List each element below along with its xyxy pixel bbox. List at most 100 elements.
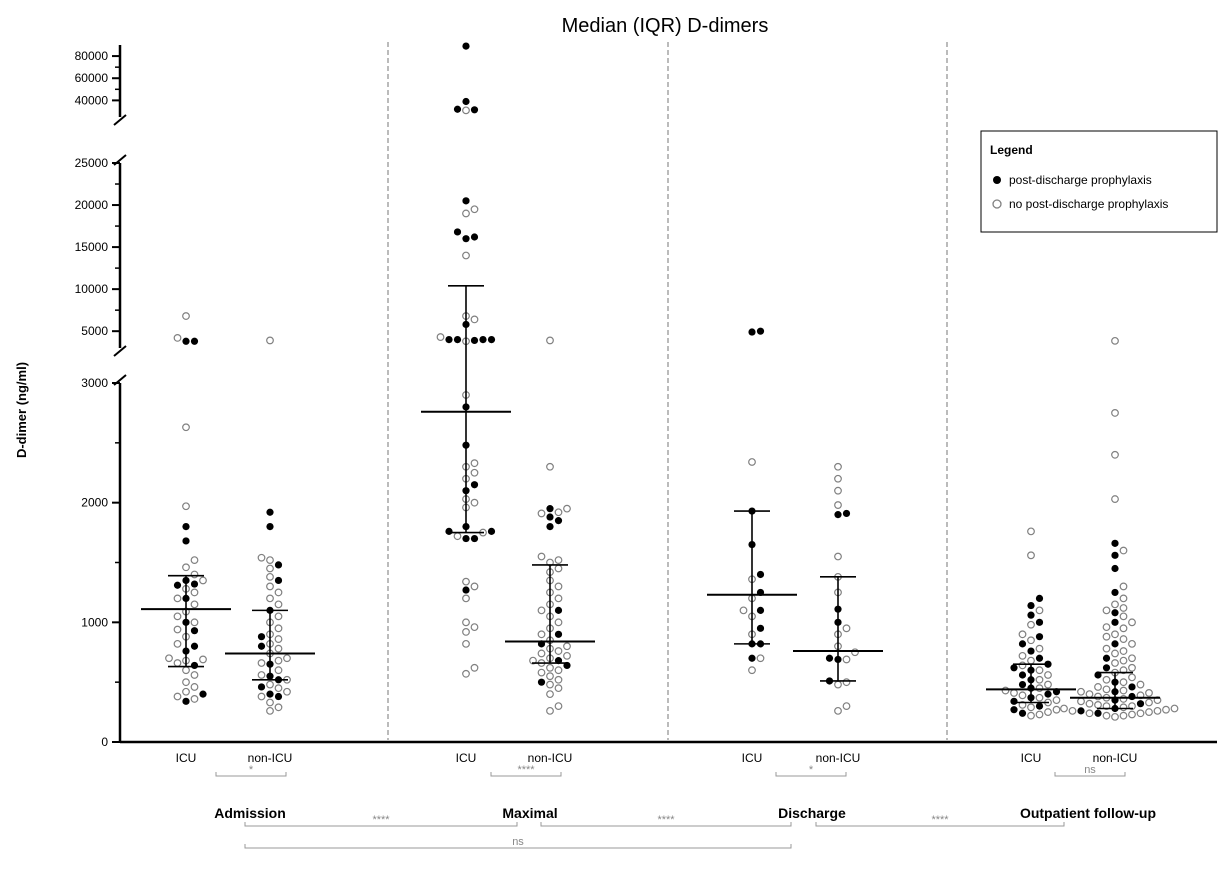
point-filled <box>182 537 190 545</box>
point-filled <box>546 523 554 531</box>
significance-label: * <box>249 764 254 776</box>
point-open <box>266 572 274 581</box>
y-tick-label: 10000 <box>75 282 109 296</box>
point-open <box>1119 612 1128 621</box>
point-open <box>257 659 266 667</box>
point-open <box>1145 689 1153 697</box>
point-open <box>1044 680 1052 689</box>
legend-open-marker <box>992 199 1002 209</box>
point-filled <box>834 511 842 519</box>
point-open <box>462 628 470 636</box>
point-filled <box>756 606 765 614</box>
point-open <box>173 639 182 648</box>
point-filled <box>1111 564 1119 573</box>
point-open <box>563 642 571 651</box>
point-open <box>834 486 842 495</box>
point-open <box>173 612 182 621</box>
point-filled <box>1010 706 1018 714</box>
point-filled <box>1010 664 1018 672</box>
point-open <box>190 618 199 627</box>
point-filled <box>842 509 851 518</box>
point-filled <box>1044 690 1052 698</box>
point-filled <box>748 328 756 336</box>
point-open <box>462 209 470 218</box>
x-category-label: non-ICU <box>816 751 861 765</box>
point-open <box>1119 686 1128 695</box>
point-filled <box>554 630 563 638</box>
point-filled <box>1018 680 1027 689</box>
chart-title: Median (IQR) D-dimers <box>562 15 769 37</box>
point-open <box>1035 684 1044 693</box>
point-filled <box>462 534 470 543</box>
x-axis-labels: ICU non-ICU Admission ICU non-ICU Maximal ICU n… <box>176 751 1156 821</box>
point-open <box>1044 708 1052 716</box>
point-open <box>546 462 554 471</box>
point-open <box>1094 701 1102 709</box>
point-open <box>834 680 842 689</box>
point-filled <box>257 683 266 691</box>
point-filled <box>1102 654 1111 662</box>
point-open <box>1010 689 1018 697</box>
point-open <box>453 532 462 541</box>
legend-entry-filled: post-discharge prophylaxis <box>1009 173 1152 187</box>
legend-filled-marker <box>993 176 1001 184</box>
significance-bracket <box>775 772 847 777</box>
point-open <box>462 639 470 648</box>
point-open <box>842 702 851 710</box>
point-open <box>283 654 291 663</box>
point-open <box>190 556 199 565</box>
point-filled <box>274 692 283 701</box>
y-tick-label: 40000 <box>75 93 109 107</box>
point-open <box>851 648 859 657</box>
point-open <box>1162 705 1170 714</box>
point-open <box>1027 551 1035 560</box>
point-open <box>1145 698 1153 707</box>
point-open <box>546 672 554 681</box>
point-filled <box>453 335 462 344</box>
point-filled <box>462 97 470 106</box>
point-open <box>1102 606 1111 615</box>
point-open <box>266 556 274 565</box>
point-open <box>1119 695 1128 703</box>
point-open <box>554 647 563 655</box>
point-open <box>537 630 546 639</box>
point-open <box>1027 527 1035 536</box>
point-open <box>1153 706 1162 715</box>
point-open <box>1119 647 1128 655</box>
point-filled <box>453 105 462 113</box>
significance-label: **** <box>372 814 390 826</box>
point-open <box>1102 711 1111 720</box>
y-tick-label: 60000 <box>75 71 109 85</box>
point-open <box>554 702 563 710</box>
significance-bracket <box>1054 772 1126 777</box>
point-filled <box>462 586 470 594</box>
point-open <box>1119 635 1128 643</box>
point-open <box>274 644 283 653</box>
point-open <box>1102 675 1111 684</box>
point-open <box>834 706 842 715</box>
point-open <box>283 687 291 696</box>
point-open <box>1119 703 1128 712</box>
point-filled <box>182 523 190 531</box>
x-group-label: Admission <box>214 805 286 821</box>
axis-break-mark <box>113 114 127 126</box>
point-open <box>1068 706 1077 715</box>
point-open <box>1119 711 1128 720</box>
point-filled <box>756 327 765 335</box>
x-category-label: non-ICU <box>248 751 293 765</box>
point-open <box>1119 604 1128 612</box>
point-open <box>563 504 571 513</box>
point-filled <box>1018 671 1027 679</box>
point-open <box>834 501 842 509</box>
point-filled <box>182 697 190 705</box>
y-tick-label: 2000 <box>81 496 108 510</box>
point-open <box>1085 690 1094 699</box>
point-filled <box>1035 594 1044 603</box>
point-open <box>554 594 563 603</box>
point-filled <box>1111 551 1119 559</box>
point-open <box>1027 711 1035 720</box>
point-filled <box>190 580 199 588</box>
point-open <box>470 498 479 507</box>
y-tick-label: 25000 <box>75 156 109 170</box>
point-open <box>470 315 479 324</box>
